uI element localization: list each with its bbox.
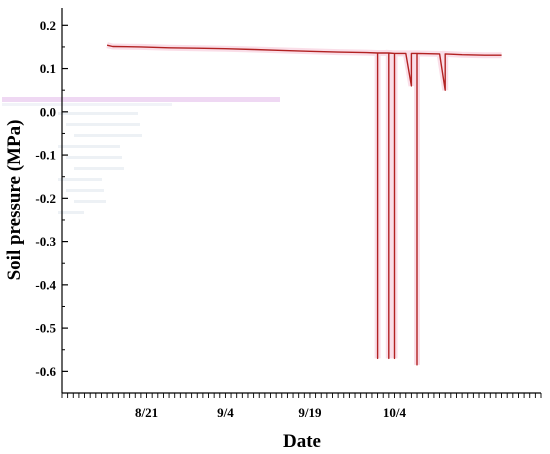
artifact-band xyxy=(74,167,124,170)
artifact-band xyxy=(58,145,120,148)
x-tick-label: 10/4 xyxy=(383,405,407,420)
artifact-band xyxy=(66,189,104,192)
y-axis-ticks: 0.2 0.1 0.0 -0.1 -0.2 -0.3 -0.4 -0.5 -0.6 xyxy=(35,18,68,379)
x-tick-label: 9/4 xyxy=(217,405,234,420)
artifact-band xyxy=(66,156,122,159)
artifact-band xyxy=(2,97,280,102)
y-axis-title: Soil pressure (MPa) xyxy=(4,120,25,281)
x-tick-label: 9/19 xyxy=(298,405,322,420)
artifact-band xyxy=(58,211,84,214)
x-tick-label: 8/21 xyxy=(135,405,158,420)
series-band xyxy=(106,42,502,365)
series-line xyxy=(106,44,502,366)
artifact-band xyxy=(66,123,140,126)
series-line-group xyxy=(106,44,502,366)
background-artifacts xyxy=(2,97,280,214)
artifact-band xyxy=(58,112,138,115)
y-tick-label: -0.1 xyxy=(35,148,56,163)
axes xyxy=(61,8,541,394)
artifact-band xyxy=(2,103,172,106)
y-tick-label: 0.1 xyxy=(40,61,56,76)
y-tick-label: -0.5 xyxy=(35,321,56,336)
y-tick-label: -0.3 xyxy=(35,234,56,249)
series-glow xyxy=(106,42,502,365)
y-tick-label: -0.2 xyxy=(35,191,56,206)
x-axis-ticks: 8/21 9/4 9/19 10/4 xyxy=(61,393,542,420)
x-axis-title: Date xyxy=(283,431,321,452)
y-tick-label: 0.2 xyxy=(40,18,56,33)
y-tick-label: -0.4 xyxy=(35,277,56,292)
artifact-band xyxy=(74,200,106,203)
y-tick-label: -0.6 xyxy=(35,364,56,379)
artifact-band xyxy=(74,134,142,137)
y-tick-label: 0.0 xyxy=(40,104,56,119)
artifact-band xyxy=(58,178,102,181)
